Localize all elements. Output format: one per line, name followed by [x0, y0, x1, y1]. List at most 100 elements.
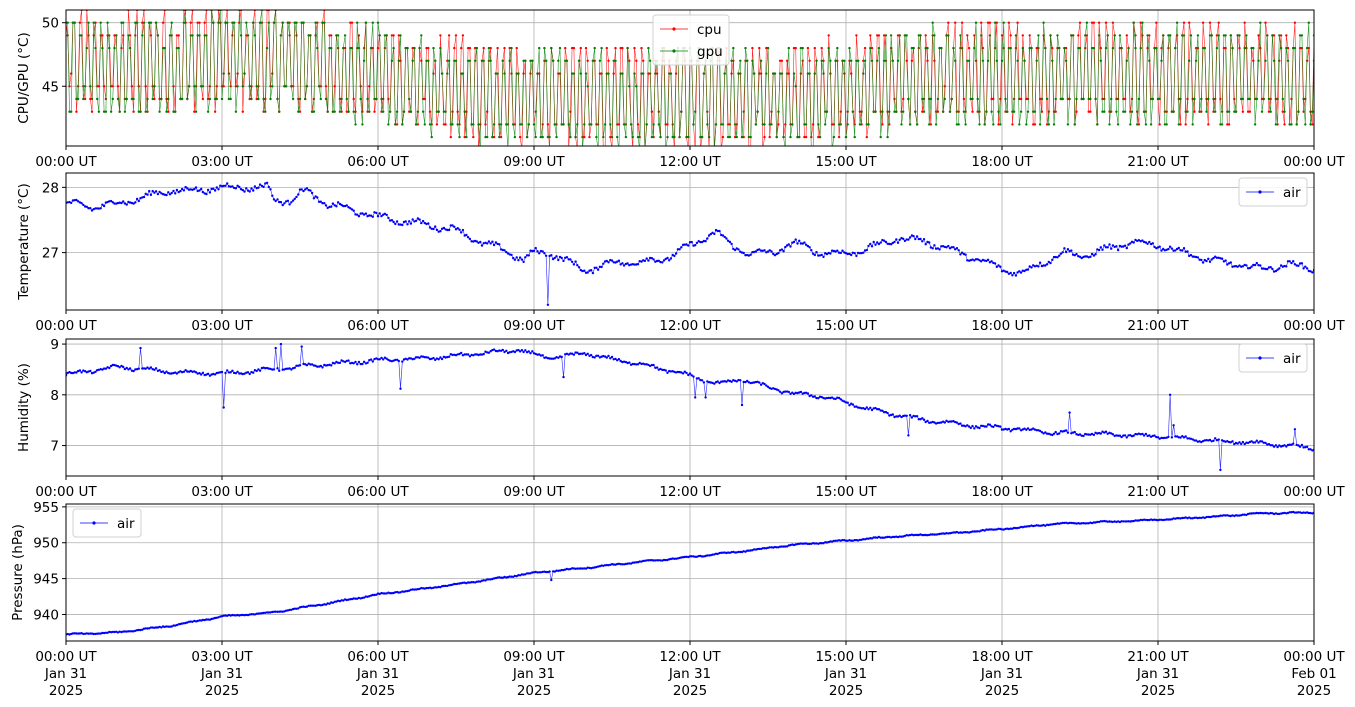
y-axis-label: CPU/GPU (°C) — [16, 32, 32, 123]
data-point — [1052, 522, 1056, 526]
data-point — [276, 198, 279, 201]
data-point — [217, 188, 220, 191]
data-point — [369, 214, 373, 217]
data-point — [695, 377, 699, 380]
data-point — [245, 21, 248, 24]
data-point — [1127, 434, 1130, 437]
data-point — [1253, 441, 1257, 444]
data-point — [1278, 267, 1281, 270]
data-point — [1101, 520, 1104, 523]
data-point — [919, 34, 922, 37]
data-point — [234, 372, 238, 375]
data-point — [645, 123, 648, 126]
data-point — [1283, 511, 1286, 515]
data-point — [466, 59, 470, 62]
data-point — [1241, 110, 1245, 113]
data-point — [558, 255, 562, 259]
data-point — [378, 358, 381, 361]
data-point — [669, 72, 673, 75]
data-point — [560, 123, 563, 126]
data-point — [1148, 59, 1151, 62]
data-point — [1290, 123, 1293, 126]
data-point — [754, 250, 758, 253]
data-point — [1194, 516, 1198, 519]
data-point — [499, 135, 503, 139]
data-point — [647, 559, 650, 562]
data-point — [1115, 110, 1118, 113]
data-point — [1210, 34, 1213, 37]
x-tick-label: 00:00 UT — [35, 154, 97, 170]
data-point — [1179, 517, 1182, 520]
data-point — [89, 97, 92, 101]
data-point — [279, 34, 283, 37]
data-point — [274, 346, 277, 350]
data-point — [1203, 46, 1207, 50]
data-point — [1070, 521, 1073, 525]
x-tick-label-date: Jan 31 — [44, 666, 87, 682]
data-point — [1293, 511, 1297, 514]
data-point — [744, 254, 747, 257]
data-point — [283, 85, 286, 88]
data-point — [841, 249, 844, 252]
data-point — [702, 72, 706, 75]
data-point — [992, 123, 995, 126]
data-point — [144, 627, 147, 630]
data-point — [288, 608, 291, 612]
data-point — [824, 123, 827, 126]
data-point — [924, 46, 927, 50]
data-point — [524, 59, 527, 62]
data-point — [699, 135, 702, 139]
data-point — [1179, 436, 1182, 439]
data-point — [451, 583, 454, 586]
data-point — [893, 97, 896, 101]
data-point — [1252, 512, 1255, 515]
data-point — [889, 243, 893, 246]
data-point — [1103, 244, 1106, 247]
data-point — [794, 543, 797, 546]
data-point — [907, 434, 910, 437]
data-point — [1184, 123, 1187, 126]
data-point — [829, 59, 832, 62]
data-point — [716, 380, 719, 383]
data-point — [1118, 434, 1122, 437]
data-point — [310, 110, 314, 113]
data-point — [312, 604, 316, 607]
data-point — [472, 123, 475, 126]
data-point — [730, 59, 733, 62]
data-point — [454, 34, 458, 37]
data-point — [349, 46, 352, 50]
data-point — [583, 123, 586, 126]
data-point — [200, 373, 203, 376]
data-point — [1208, 260, 1212, 263]
x-tick-label: 03:00 UT — [191, 318, 253, 334]
data-point — [1068, 411, 1071, 414]
data-point — [815, 250, 818, 254]
data-point — [187, 85, 191, 88]
data-point — [792, 72, 796, 75]
data-point — [688, 241, 692, 244]
data-point — [1103, 97, 1106, 101]
data-point — [674, 252, 678, 255]
data-point — [382, 110, 385, 113]
data-point — [453, 582, 456, 586]
data-point — [118, 110, 121, 113]
data-point — [572, 46, 576, 50]
data-point — [1304, 511, 1307, 514]
data-point — [1236, 442, 1239, 445]
data-point — [796, 242, 799, 245]
data-point — [591, 566, 595, 569]
data-point — [461, 581, 465, 584]
data-point — [746, 59, 749, 62]
data-point — [1285, 445, 1288, 448]
data-point — [1045, 432, 1049, 435]
data-point — [576, 149, 578, 151]
data-point — [144, 192, 147, 195]
data-point — [215, 186, 218, 189]
data-point — [323, 21, 326, 24]
data-point — [468, 59, 472, 62]
data-point — [1170, 247, 1174, 250]
data-point — [971, 97, 974, 101]
data-point — [288, 34, 291, 37]
data-point — [1264, 59, 1267, 62]
data-point — [440, 227, 444, 230]
